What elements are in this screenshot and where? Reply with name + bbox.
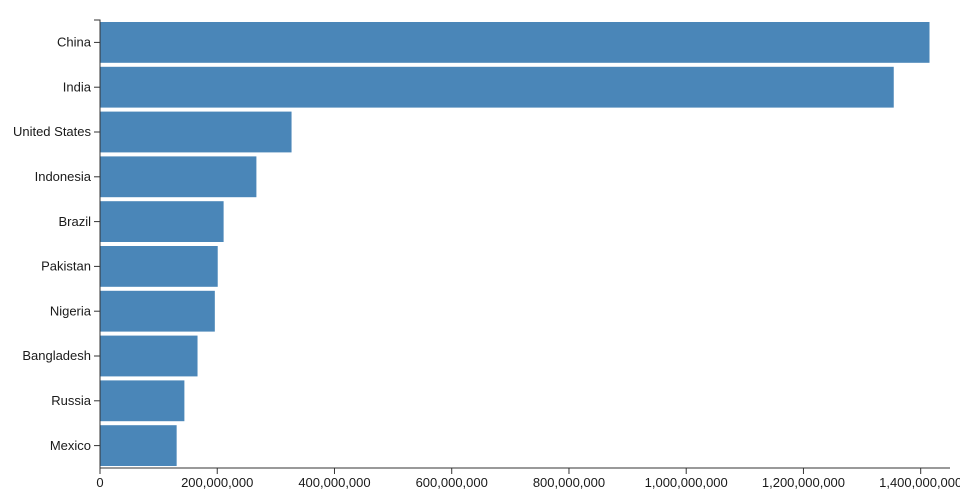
bar-brazil bbox=[100, 201, 224, 242]
axis-domain-line bbox=[94, 19, 950, 469]
x-tick-label: 0 bbox=[96, 475, 103, 490]
y-tick-label-nigeria: Nigeria bbox=[50, 303, 92, 318]
y-tick-label-bangladesh: Bangladesh bbox=[22, 348, 91, 363]
x-tick-label: 200,000,000 bbox=[181, 475, 253, 490]
y-tick-label-russia: Russia bbox=[51, 393, 92, 408]
bar-pakistan bbox=[100, 246, 218, 287]
x-tick-label: 1,200,000,000 bbox=[762, 475, 845, 490]
y-tick-label-indonesia: Indonesia bbox=[35, 169, 92, 184]
x-tick-label: 600,000,000 bbox=[416, 475, 488, 490]
bar-china bbox=[100, 22, 930, 63]
bar-indonesia bbox=[100, 156, 257, 198]
x-tick-label: 1,400,000,000 bbox=[879, 475, 960, 490]
x-tick-label: 400,000,000 bbox=[298, 475, 370, 490]
bar-mexico bbox=[100, 425, 177, 466]
y-tick-label-india: India bbox=[63, 79, 92, 94]
bar-nigeria bbox=[100, 290, 215, 332]
y-tick-label-brazil: Brazil bbox=[58, 214, 91, 229]
y-tick-label-china: China bbox=[57, 35, 92, 50]
bar-united-states bbox=[100, 111, 292, 153]
y-tick-label-mexico: Mexico bbox=[50, 438, 91, 453]
x-tick-label: 800,000,000 bbox=[533, 475, 605, 490]
x-tick-label: 1,000,000,000 bbox=[645, 475, 728, 490]
bar-bangladesh bbox=[100, 335, 198, 377]
y-tick-label-united-states: United States bbox=[13, 124, 92, 139]
bar-india bbox=[100, 66, 894, 108]
bar-russia bbox=[100, 380, 185, 422]
y-tick-label-pakistan: Pakistan bbox=[41, 259, 91, 274]
